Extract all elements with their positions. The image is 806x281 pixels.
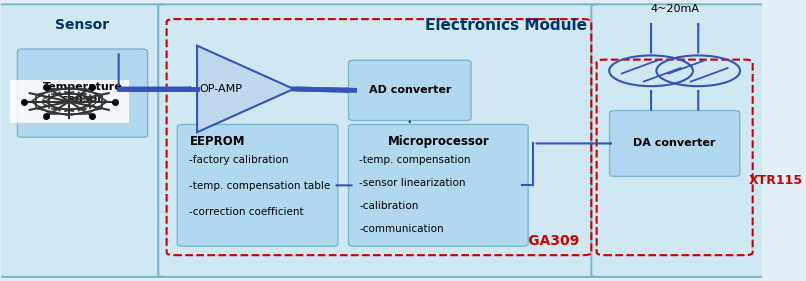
Text: XTR115: XTR115	[749, 174, 803, 187]
Text: -factory calibration: -factory calibration	[189, 155, 289, 165]
Text: Microprocessor: Microprocessor	[388, 135, 489, 148]
FancyBboxPatch shape	[348, 124, 528, 246]
Text: DA converter: DA converter	[634, 139, 716, 148]
FancyBboxPatch shape	[18, 49, 147, 137]
Text: -correction coefficient: -correction coefficient	[189, 207, 304, 217]
FancyBboxPatch shape	[158, 4, 600, 277]
FancyBboxPatch shape	[177, 124, 338, 246]
Polygon shape	[197, 46, 293, 132]
Text: OP-AMP: OP-AMP	[199, 84, 243, 94]
Text: -temp. compensation: -temp. compensation	[359, 155, 471, 165]
FancyBboxPatch shape	[592, 4, 765, 277]
Text: -temp. compensation table: -temp. compensation table	[189, 181, 330, 191]
Text: -communication: -communication	[359, 224, 444, 234]
Text: Electronics Module: Electronics Module	[425, 18, 587, 33]
Text: AD converter: AD converter	[368, 85, 451, 95]
Text: -sensor linearization: -sensor linearization	[359, 178, 466, 188]
FancyBboxPatch shape	[0, 4, 167, 277]
Text: PGA309: PGA309	[518, 234, 580, 248]
FancyBboxPatch shape	[609, 110, 740, 176]
FancyBboxPatch shape	[10, 80, 129, 123]
Text: -calibration: -calibration	[359, 201, 418, 211]
FancyBboxPatch shape	[348, 60, 471, 121]
Text: Sensor: Sensor	[56, 18, 110, 32]
Text: EEPROM: EEPROM	[189, 135, 245, 148]
Text: Temperature
sensor: Temperature sensor	[43, 82, 123, 104]
Text: 4~20mA: 4~20mA	[650, 4, 699, 13]
